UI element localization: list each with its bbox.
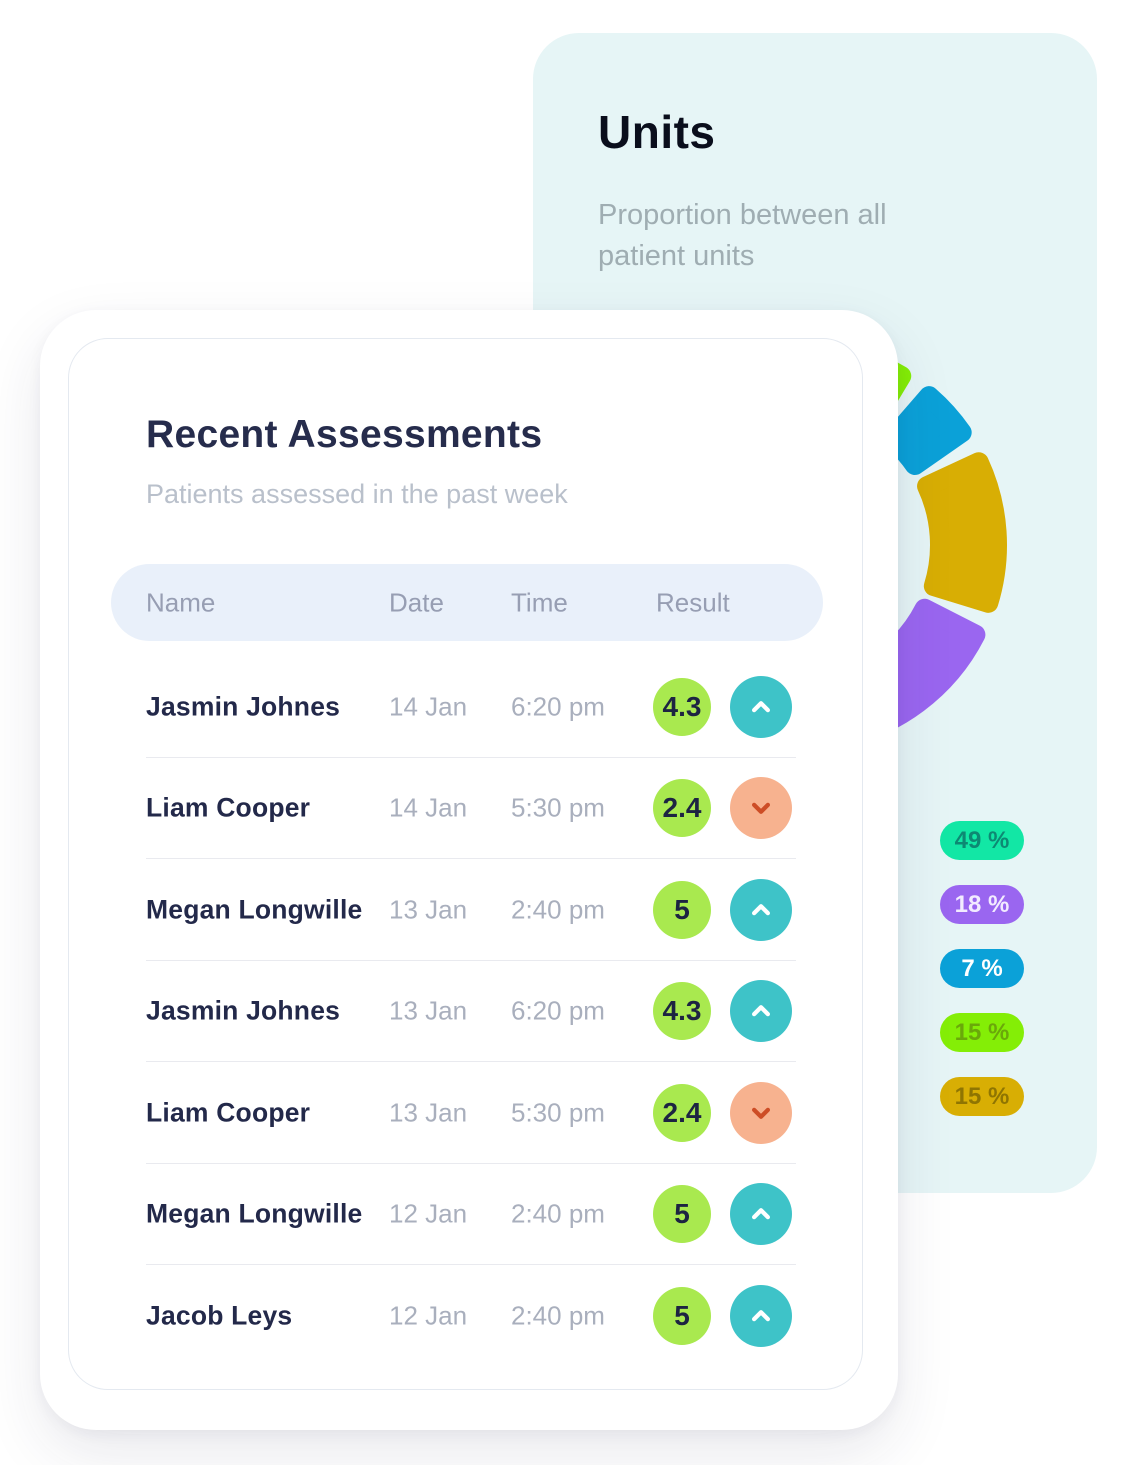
table-row[interactable]: Liam Cooper 14 Jan 5:30 pm 2.4 (69, 758, 862, 859)
patient-name: Jasmin Johnes (146, 995, 341, 1026)
chevron-up-icon (752, 903, 770, 915)
table-header: Name Date Time Result (111, 564, 823, 641)
row-divider (146, 756, 796, 758)
result-badge: 4.3 (653, 677, 711, 736)
legend-pill-label: 15 % (954, 1018, 1010, 1046)
units-title: Units (598, 106, 716, 158)
result-badge: 2.4 (653, 779, 711, 838)
table-row[interactable]: Megan Longwille 13 Jan 2:40 pm 5 (69, 859, 862, 961)
row-divider (146, 959, 796, 961)
legend-pill-label: 7 % (961, 954, 1003, 982)
units-subtitle: Proportion between all patient units (598, 199, 887, 272)
column-header-result: Result (656, 587, 730, 617)
result-badge: 4.3 (653, 982, 711, 1041)
table-row[interactable]: Liam Cooper 13 Jan 5:30 pm 2.4 (69, 1062, 862, 1164)
patient-name: Jasmin Johnes (146, 691, 341, 722)
assessment-time: 2:40 pm (511, 894, 605, 925)
assessment-date: 12 Jan (389, 1300, 468, 1331)
legend-pill: 15 % (940, 1077, 1024, 1116)
patient-name: Liam Cooper (146, 792, 311, 823)
assessment-time: 6:20 pm (511, 995, 605, 1026)
result-badge: 5 (653, 1185, 711, 1244)
patient-name: Jacob Leys (146, 1300, 293, 1331)
legend-pill-label: 15 % (954, 1082, 1010, 1110)
legend-pill: 18 % (940, 885, 1024, 924)
assessment-date: 13 Jan (389, 995, 468, 1026)
column-header-date: Date (389, 587, 444, 617)
row-divider (146, 858, 796, 859)
column-header-name: Name (146, 587, 216, 617)
chevron-up-icon (752, 1005, 770, 1017)
patient-name: Megan Longwille (146, 1198, 363, 1229)
chevron-down-icon (752, 1107, 770, 1119)
table-row[interactable]: Jasmin Johnes 14 Jan 6:20 pm 4.3 (69, 656, 862, 758)
chevron-up-icon (752, 1309, 770, 1321)
assessment-date: 12 Jan (389, 1198, 468, 1229)
trend-up-button[interactable] (730, 1183, 792, 1246)
legend-pill-label: 18 % (954, 890, 1010, 918)
table-row[interactable]: Jasmin Johnes 13 Jan 6:20 pm 4.3 (69, 961, 862, 1062)
chevron-down-icon (752, 803, 770, 815)
column-header-time: Time (511, 587, 568, 617)
trend-up-button[interactable] (730, 1284, 792, 1347)
trend-up-button[interactable] (730, 675, 792, 738)
row-divider (146, 1162, 796, 1164)
donut-segment[interactable] (917, 452, 1007, 613)
table-body: Jasmin Johnes 14 Jan 6:20 pm 4.3 Liam Cooper… (69, 656, 862, 1367)
chevron-up-icon (752, 700, 770, 712)
patient-name: Megan Longwille (146, 894, 363, 925)
assessment-date: 13 Jan (389, 1097, 468, 1128)
trend-up-button[interactable] (730, 878, 792, 941)
units-legend: 49 % 18 % 7 % 15 % 15 % (940, 821, 1024, 1116)
recent-assessments-card: Recent Assessments Patients assessed in … (40, 310, 898, 1430)
assessment-time: 5:30 pm (511, 1097, 605, 1128)
recent-assessments-panel: Recent Assessments Patients assessed in … (68, 338, 863, 1390)
legend-pill-label: 49 % (954, 826, 1010, 854)
assessments-subtitle: Patients assessed in the past week (146, 479, 568, 509)
assessment-time: 2:40 pm (511, 1300, 605, 1331)
row-divider (146, 1061, 796, 1062)
result-badge: 5 (653, 880, 711, 939)
donut-segment[interactable] (881, 386, 972, 476)
row-divider (146, 1264, 796, 1265)
result-badge: 2.4 (653, 1083, 711, 1142)
trend-up-button[interactable] (730, 980, 792, 1043)
chevron-up-icon (752, 1208, 770, 1220)
trend-down-button[interactable] (730, 777, 792, 840)
patient-name: Liam Cooper (146, 1097, 311, 1128)
trend-down-button[interactable] (730, 1081, 792, 1144)
result-badge: 5 (653, 1286, 711, 1345)
assessment-date: 14 Jan (389, 792, 468, 823)
legend-pill: 7 % (940, 949, 1024, 988)
assessment-time: 2:40 pm (511, 1198, 605, 1229)
assessments-title: Recent Assessments (146, 413, 543, 456)
assessment-time: 5:30 pm (511, 792, 605, 823)
assessment-date: 14 Jan (389, 691, 468, 722)
table-row[interactable]: Megan Longwille 12 Jan 2:40 pm 5 (69, 1164, 862, 1265)
assessment-date: 13 Jan (389, 894, 468, 925)
legend-pill: 49 % (940, 821, 1024, 860)
table-row[interactable]: Jacob Leys 12 Jan 2:40 pm 5 (69, 1265, 862, 1367)
assessment-time: 6:20 pm (511, 691, 605, 722)
legend-pill: 15 % (940, 1013, 1024, 1052)
